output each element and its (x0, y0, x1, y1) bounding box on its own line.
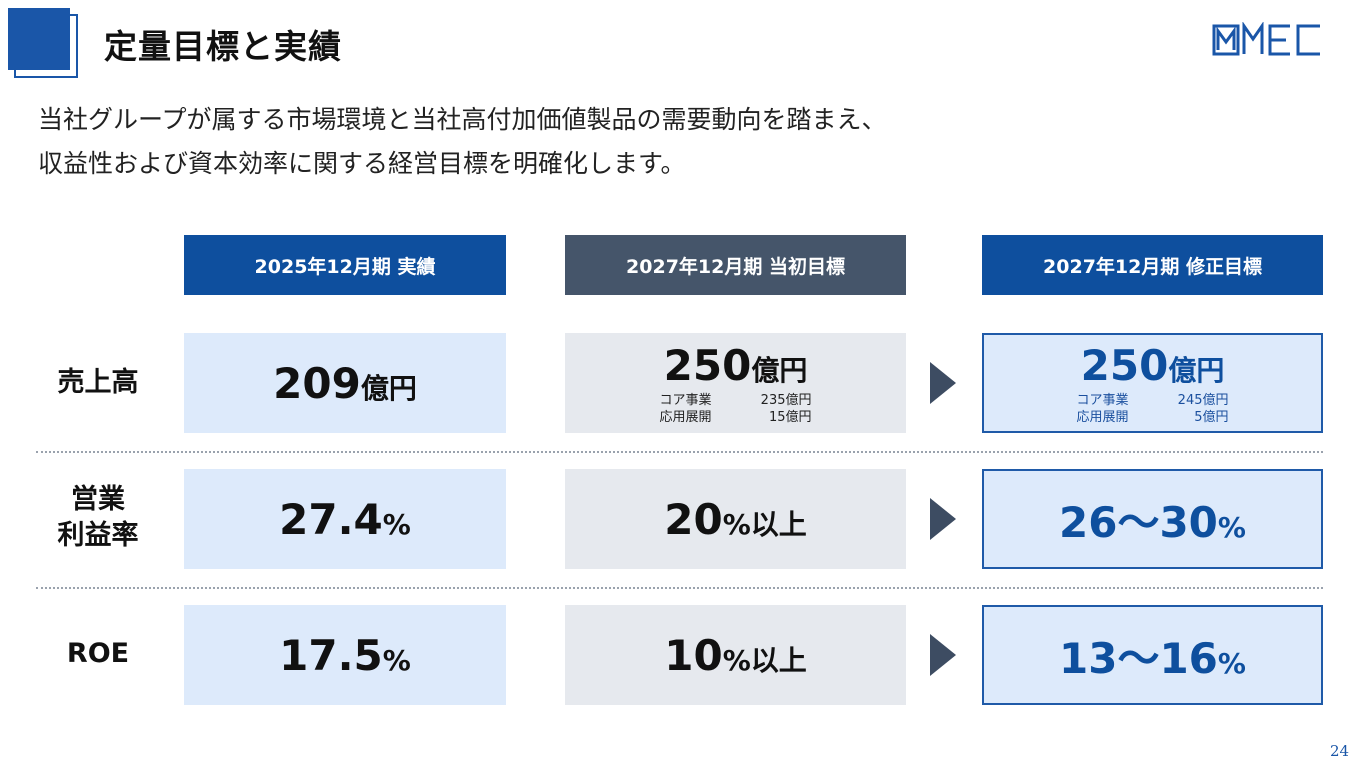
sales-initial-value: 250億円 (663, 340, 808, 390)
row-divider (36, 451, 1323, 453)
page-number: 24 (1330, 742, 1350, 760)
roe-revised-value: 13～16% (1059, 633, 1246, 683)
sales-revised-cell: 250億円 コア事業 245億円 応用展開 5億円 (982, 333, 1323, 433)
op-margin-revised-value: 26～30% (1059, 497, 1246, 547)
intro-line-1: 当社グループが属する市場環境と当社高付加価値製品の需要動向を踏まえ、 (38, 105, 887, 134)
roe-actual-value: 17.5% (279, 630, 411, 680)
roe-actual-cell: 17.5% (184, 605, 506, 705)
sales-revised-value: 250億円 (1080, 340, 1225, 390)
arrow-right-icon (930, 498, 956, 540)
op-margin-initial-value: 20%以上 (664, 494, 807, 544)
intro-text: 当社グループが属する市場環境と当社高付加価値製品の需要動向を踏まえ、 収益性およ… (38, 98, 887, 186)
row-label-operating-margin: 営業 利益率 (57, 484, 139, 551)
op-margin-initial-cell: 20%以上 (565, 469, 906, 569)
column-header-actual: 2025年12月期 実績 (184, 235, 506, 295)
sales-initial-cell: 250億円 コア事業 235億円 応用展開 15億円 (565, 333, 906, 433)
breakdown-row: コア事業 245億円 (1076, 392, 1229, 408)
row-divider (36, 587, 1323, 589)
op-margin-actual-value: 27.4% (279, 494, 411, 544)
arrow-right-icon (930, 362, 956, 404)
title-corner-mark (8, 8, 78, 78)
sales-actual-value: 209億円 (273, 358, 417, 408)
op-margin-actual-cell: 27.4% (184, 469, 506, 569)
column-header-revised-target: 2027年12月期 修正目標 (982, 235, 1323, 295)
breakdown-row: 応用展開 5億円 (1076, 409, 1229, 425)
breakdown-row: コア事業 235億円 (659, 392, 812, 408)
roe-initial-cell: 10%以上 (565, 605, 906, 705)
roe-initial-value: 10%以上 (664, 630, 807, 680)
row-label-sales: 売上高 (57, 367, 139, 398)
op-margin-revised-cell: 26～30% (982, 469, 1323, 569)
column-header-initial-target: 2027年12月期 当初目標 (565, 235, 906, 295)
row-label-roe: ROE (66, 638, 130, 669)
sales-revised-breakdown: コア事業 245億円 応用展開 5億円 (1077, 392, 1229, 426)
sales-actual-cell: 209億円 (184, 333, 506, 433)
intro-line-2: 収益性および資本効率に関する経営目標を明確化します。 (38, 149, 686, 178)
arrow-right-icon (930, 634, 956, 676)
page-title: 定量目標と実績 (104, 27, 342, 66)
company-logo (1212, 22, 1320, 56)
breakdown-row: 応用展開 15億円 (659, 409, 812, 425)
roe-revised-cell: 13～16% (982, 605, 1323, 705)
sales-initial-breakdown: コア事業 235億円 応用展開 15億円 (660, 392, 812, 426)
